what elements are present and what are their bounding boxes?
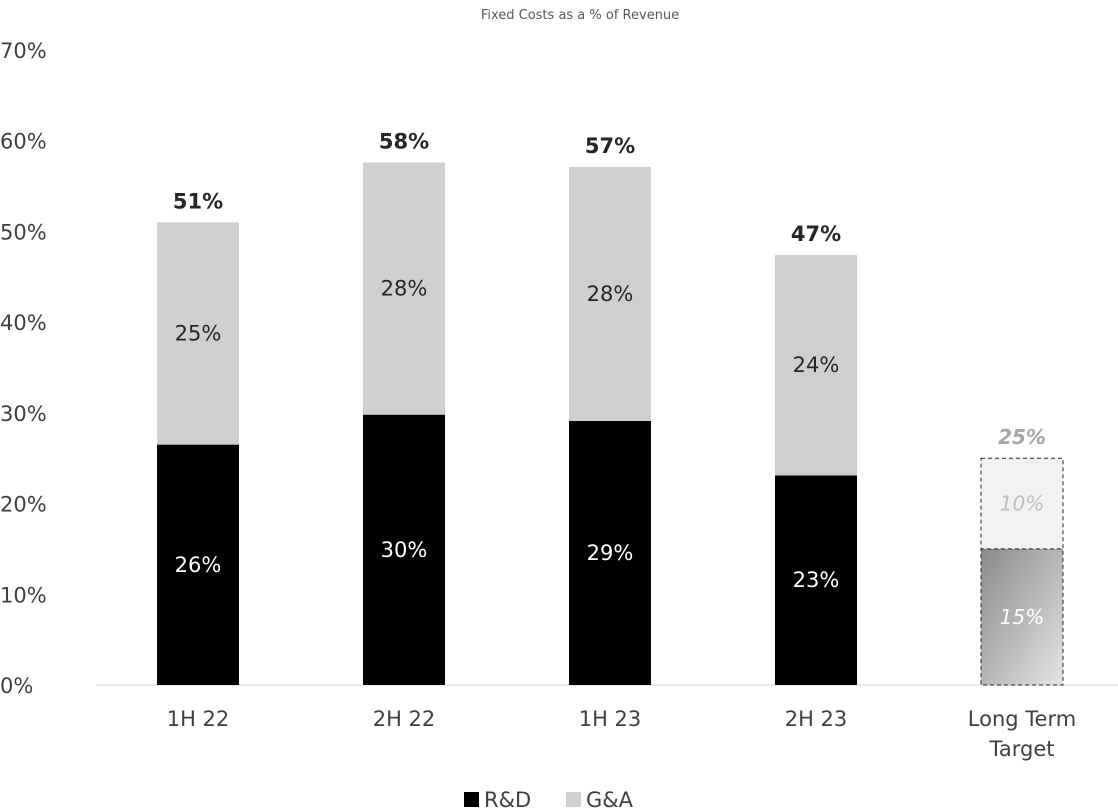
total-label: 47% xyxy=(791,222,841,246)
bar-segment-rd xyxy=(157,444,239,685)
y-axis: 0% 10% 20% 30% 40% 50% 60% 70% xyxy=(0,39,47,698)
legend-label-rd: R&D xyxy=(484,788,531,811)
bar-segment-rd xyxy=(569,421,651,685)
y-tick-label: 50% xyxy=(0,220,47,244)
y-tick-label: 60% xyxy=(0,130,47,154)
x-axis: 1H 22 2H 22 1H 23 2H 23 Long Term Target xyxy=(167,707,1076,761)
total-label: 58% xyxy=(379,129,429,153)
bar-segment-target-ga xyxy=(980,457,1064,550)
bar-segment-ga xyxy=(775,255,857,476)
segment-label: 25% xyxy=(175,321,222,345)
x-category-label: 2H 22 xyxy=(373,707,436,731)
legend-label-ga: G&A xyxy=(586,788,634,811)
x-category-label: 2H 23 xyxy=(785,707,848,731)
chart-title: Fixed Costs as a % of Revenue xyxy=(481,8,679,23)
bar-segment-target-rd xyxy=(980,548,1064,686)
legend-swatch-rd xyxy=(464,792,479,807)
bars: 26% 25% 51% 30% 28% 58% 29% 28% 57% 23% 24% 47% 15% 1… xyxy=(157,129,1064,686)
bar-segment-ga xyxy=(157,222,239,445)
total-label: 25% xyxy=(998,425,1046,449)
legend: R&D G&A xyxy=(464,788,634,811)
bar-segment-rd xyxy=(363,414,445,685)
segment-label: 23% xyxy=(793,568,840,592)
segment-label: 28% xyxy=(587,282,634,306)
segment-label: 26% xyxy=(175,553,222,577)
segment-label: 29% xyxy=(587,541,634,565)
bar-segment-ga xyxy=(363,162,445,415)
total-label: 57% xyxy=(585,134,635,158)
segment-label: 30% xyxy=(381,538,428,562)
segment-label: 28% xyxy=(381,277,428,301)
y-tick-label: 20% xyxy=(0,493,47,517)
x-category-label: Long Term Target xyxy=(968,707,1076,761)
y-tick-label: 0% xyxy=(0,674,33,698)
y-tick-label: 70% xyxy=(0,39,47,63)
bar-segment-rd xyxy=(775,475,857,685)
segment-label: 24% xyxy=(793,353,840,377)
total-label: 51% xyxy=(173,189,223,213)
y-tick-label: 30% xyxy=(0,402,47,426)
segment-label: 15% xyxy=(1000,605,1044,629)
x-category-label: 1H 23 xyxy=(579,707,642,731)
legend-swatch-ga xyxy=(566,792,581,807)
segment-label: 10% xyxy=(1000,492,1044,516)
bar-segment-ga xyxy=(569,167,651,422)
y-tick-label: 40% xyxy=(0,311,47,335)
y-tick-label: 10% xyxy=(0,583,47,607)
x-category-label: 1H 22 xyxy=(167,707,230,731)
